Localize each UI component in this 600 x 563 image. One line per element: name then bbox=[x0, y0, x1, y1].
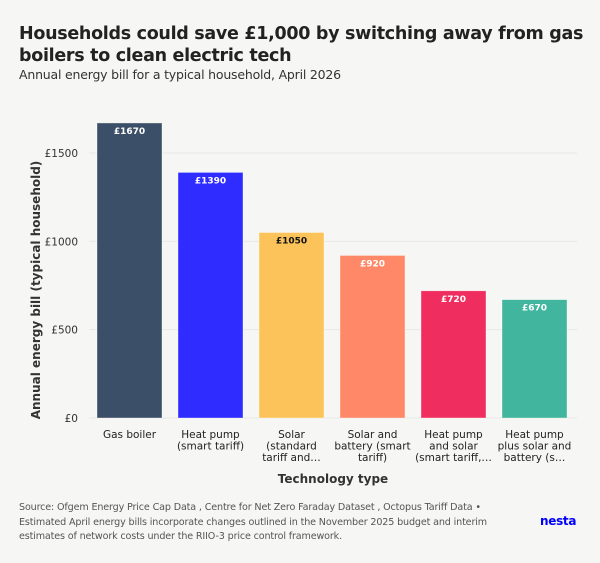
x-tick-label-line: Solar bbox=[278, 429, 305, 441]
y-axis-title: Annual energy bill (typical household) bbox=[29, 161, 43, 420]
data-label: £1050 bbox=[276, 237, 307, 247]
bar bbox=[258, 232, 325, 419]
x-tick-label: Solar and battery (smart tariff) bbox=[334, 429, 410, 464]
x-tick-label-line: Heat pump bbox=[424, 429, 483, 441]
bar bbox=[501, 299, 568, 419]
x-tick-label-line: (standard bbox=[266, 441, 317, 453]
bar bbox=[96, 122, 163, 419]
x-tick-label-line: tariff and… bbox=[262, 452, 321, 464]
data-label: £1390 bbox=[195, 176, 226, 186]
x-tick-label-line: Heat pump bbox=[505, 429, 564, 441]
nesta-logo: nesta bbox=[540, 514, 577, 528]
bar bbox=[339, 255, 406, 419]
data-label: £720 bbox=[441, 295, 466, 305]
y-axis-ticks: £0 £500 £1000 £1500 bbox=[45, 148, 78, 425]
chart-subtitle: Annual energy bill for a typical househo… bbox=[19, 67, 341, 82]
chart-title: Households could save £1,000 by switchin… bbox=[19, 24, 584, 66]
bars: £1670 £1390 £1050 £920 £720 £670 bbox=[96, 122, 568, 419]
source-note: Source: Ofgem Energy Price Cap Data , Ce… bbox=[19, 502, 487, 542]
x-axis-title: Technology type bbox=[278, 472, 388, 486]
x-tick-label: Heat pump and solar (smart tariff,… bbox=[415, 429, 492, 464]
y-tick-label: £1500 bbox=[45, 148, 78, 160]
x-tick-label-line: battery (smart bbox=[334, 441, 410, 453]
x-tick-label-line: plus solar and bbox=[498, 441, 572, 453]
x-tick-label-line: Solar and bbox=[348, 429, 398, 441]
x-tick-label-line: Heat pump bbox=[181, 429, 240, 441]
bar bbox=[420, 290, 487, 419]
y-tick-label: £0 bbox=[65, 413, 78, 425]
x-tick-label-line: tariff) bbox=[358, 452, 387, 464]
x-tick-label-line: Gas boiler bbox=[103, 429, 157, 441]
data-label: £1670 bbox=[114, 127, 145, 137]
y-tick-label: £500 bbox=[51, 325, 78, 337]
x-tick-label-line: (smart tariff) bbox=[177, 441, 244, 453]
y-tick-label: £1000 bbox=[45, 236, 78, 248]
x-tick-label-line: battery (s… bbox=[504, 452, 566, 464]
x-tick-label-line: (smart tariff,… bbox=[415, 452, 492, 464]
bar bbox=[177, 172, 244, 419]
gridlines bbox=[89, 152, 577, 419]
data-label: £670 bbox=[522, 304, 547, 314]
x-tick-label: Solar (standard tariff and… bbox=[262, 429, 321, 464]
x-tick-label: Gas boiler bbox=[103, 429, 157, 441]
x-tick-label-line: and solar bbox=[429, 441, 478, 453]
data-label: £920 bbox=[360, 259, 385, 269]
x-axis-labels: Gas boiler Heat pump (smart tariff)Solar (s… bbox=[103, 429, 571, 464]
x-tick-label: Heat pump plus solar and battery (s… bbox=[498, 429, 572, 464]
bar-chart: £0 £500 £1000 £1500 Annual energy bill (typ… bbox=[29, 122, 577, 486]
x-tick-label: Heat pump (smart tariff) bbox=[177, 429, 244, 453]
